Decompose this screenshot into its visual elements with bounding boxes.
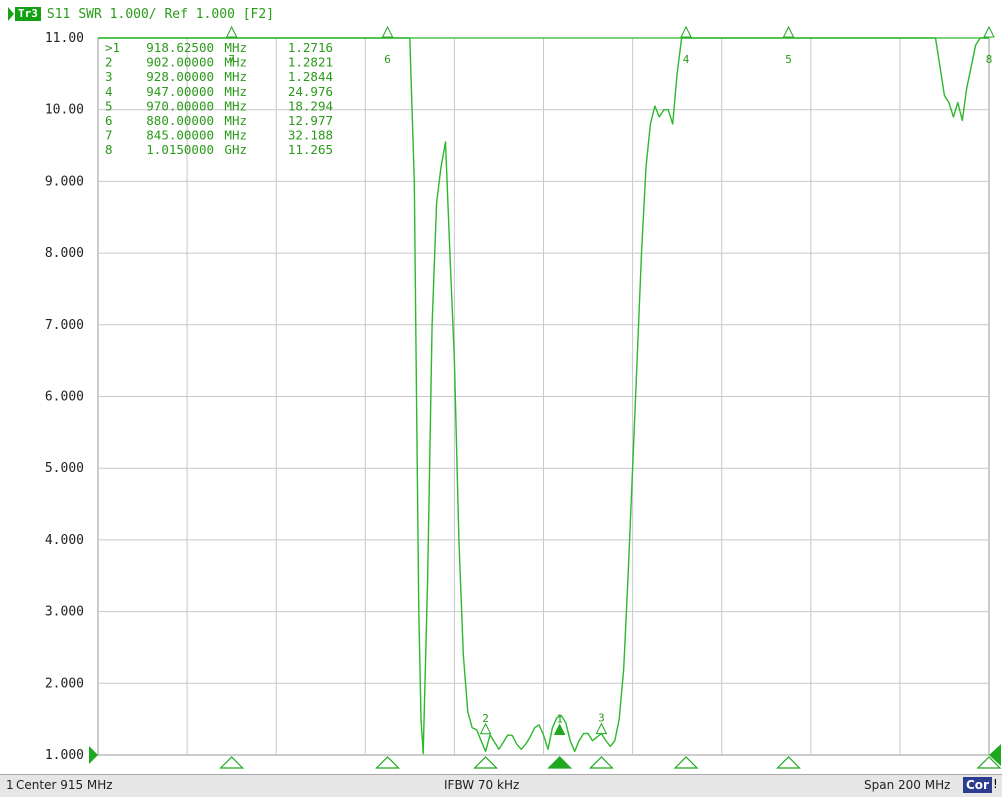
marker-table-stimulus: 902.00000 — [146, 55, 214, 70]
marker-table-unit: MHz — [224, 113, 247, 128]
marker-6-stimulus-icon — [375, 756, 401, 769]
swr-chart: 11.00 10.00 9.000 8.000 7.000 6.000 5.000 4.000… — [45, 25, 1002, 769]
marker-2-icon — [479, 722, 492, 735]
marker-table-value: 24.976 — [288, 84, 333, 99]
marker-table-stimulus: 928.00000 — [146, 69, 214, 84]
y-tick-label: 1.000 — [45, 748, 84, 763]
warning-flag: ! — [993, 777, 998, 791]
y-tick-label: 2.000 — [45, 676, 84, 691]
marker-table-value: 1.2844 — [288, 69, 333, 84]
marker-table-label: 2 — [105, 55, 113, 70]
marker-6-icon — [381, 25, 394, 38]
marker-table-unit: MHz — [224, 98, 247, 113]
marker-8-label: 8 — [986, 53, 993, 66]
marker-8-stimulus-icon — [976, 756, 1002, 769]
marker-table-value: 1.2821 — [288, 55, 333, 70]
chart-grid — [97, 37, 990, 756]
correction-indicator[interactable]: Cor — [963, 777, 992, 793]
marker-table-label: 8 — [105, 142, 113, 157]
marker-table-label: 3 — [105, 69, 113, 84]
status-bar: 1 Center 915 MHz IFBW 70 kHz Span 200 MH… — [0, 774, 1002, 797]
y-tick-label: 7.000 — [45, 318, 84, 333]
trace-layer — [98, 37, 989, 755]
marker-table-unit: MHz — [224, 40, 247, 55]
marker-3-label: 3 — [598, 712, 605, 725]
marker-8-icon — [983, 25, 995, 38]
marker-1-stimulus-icon — [547, 756, 573, 769]
frequency-span[interactable]: Span 200 MHz — [864, 778, 951, 792]
marker-table-value: 11.265 — [288, 142, 333, 157]
marker-table-stimulus: 947.00000 — [146, 84, 214, 99]
y-tick-label: 3.000 — [45, 605, 84, 620]
trace-arrow-icon — [8, 7, 14, 21]
reference-arrow-right-icon — [989, 744, 1001, 766]
marker-4-stimulus-icon — [673, 756, 699, 769]
marker-table-stimulus: 918.62500 — [146, 40, 214, 55]
y-tick-label: 10.00 — [45, 103, 84, 118]
marker-table-unit: MHz — [224, 55, 247, 70]
channel-number: 1 — [6, 778, 14, 792]
marker-table-unit: MHz — [224, 128, 247, 143]
reference-level-arrow-icon — [89, 746, 98, 764]
marker-table-label: 5 — [105, 98, 113, 113]
marker-4-label: 4 — [683, 53, 690, 66]
marker-table: >1 918.62500 MHz 1.2716 2 902.00000 MHz 1.2821 3… — [105, 40, 333, 157]
marker-table-stimulus: 845.00000 — [146, 128, 214, 143]
marker-5-icon — [782, 25, 795, 38]
y-tick-label: 6.000 — [45, 390, 84, 405]
marker-table-stimulus: 1.0150000 — [146, 142, 214, 157]
marker-table-value: 18.294 — [288, 98, 333, 113]
marker-table-label: 6 — [105, 113, 113, 128]
marker-table-label: 4 — [105, 84, 113, 99]
marker-5-label: 5 — [785, 53, 792, 66]
measurement-parameter[interactable]: S11 — [46, 6, 71, 22]
marker-table-stimulus: 880.00000 — [146, 113, 214, 128]
marker-7-stimulus-icon — [219, 756, 245, 769]
y-tick-label: 11.00 — [45, 31, 84, 46]
marker-table-value: 1.2716 — [288, 40, 333, 55]
marker-7-icon — [225, 25, 238, 38]
trace-label: Tr3 — [15, 7, 41, 21]
marker-table-value: 12.977 — [288, 113, 333, 128]
trace-header: Tr3 S11 SWR 1.000/ Ref 1.000 [F2] — [8, 6, 274, 22]
marker-table-value: 32.188 — [288, 128, 333, 143]
marker-1-label: 1 — [556, 713, 563, 726]
marker-table-label: >1 — [105, 40, 120, 55]
marker-table-unit: MHz — [224, 84, 247, 99]
marker-3-stimulus-icon — [588, 756, 614, 769]
marker-table-unit: MHz — [224, 69, 247, 84]
marker-6-label: 6 — [384, 53, 391, 66]
marker-4-icon — [680, 25, 692, 38]
marker-table-stimulus: 970.00000 — [146, 98, 214, 113]
marker-2-stimulus-icon — [473, 756, 499, 769]
y-tick-label: 8.000 — [45, 246, 84, 261]
center-frequency[interactable]: Center 915 MHz — [16, 778, 113, 792]
marker-5-stimulus-icon — [776, 756, 801, 769]
if-bandwidth[interactable]: IFBW 70 kHz — [444, 778, 520, 792]
marker-table-unit: GHz — [224, 142, 247, 157]
marker-1-icon — [553, 723, 566, 736]
format-scale[interactable]: SWR 1.000/ Ref 1.000 [F2] — [78, 6, 275, 22]
marker-7-label: 7 — [228, 53, 235, 66]
marker-2-label: 2 — [482, 712, 489, 725]
y-tick-label: 9.000 — [45, 174, 84, 189]
y-tick-label: 4.000 — [45, 533, 84, 548]
marker-table-label: 7 — [105, 128, 113, 143]
marker-3-icon — [595, 722, 608, 735]
y-tick-label: 5.000 — [45, 461, 84, 476]
marker-layer: 12 34 567 8 — [89, 25, 1002, 769]
y-axis-tick-labels: 11.00 10.00 9.000 8.000 7.000 6.000 5.000 4.000… — [45, 31, 84, 763]
trace-tag[interactable]: Tr3 — [8, 7, 41, 21]
